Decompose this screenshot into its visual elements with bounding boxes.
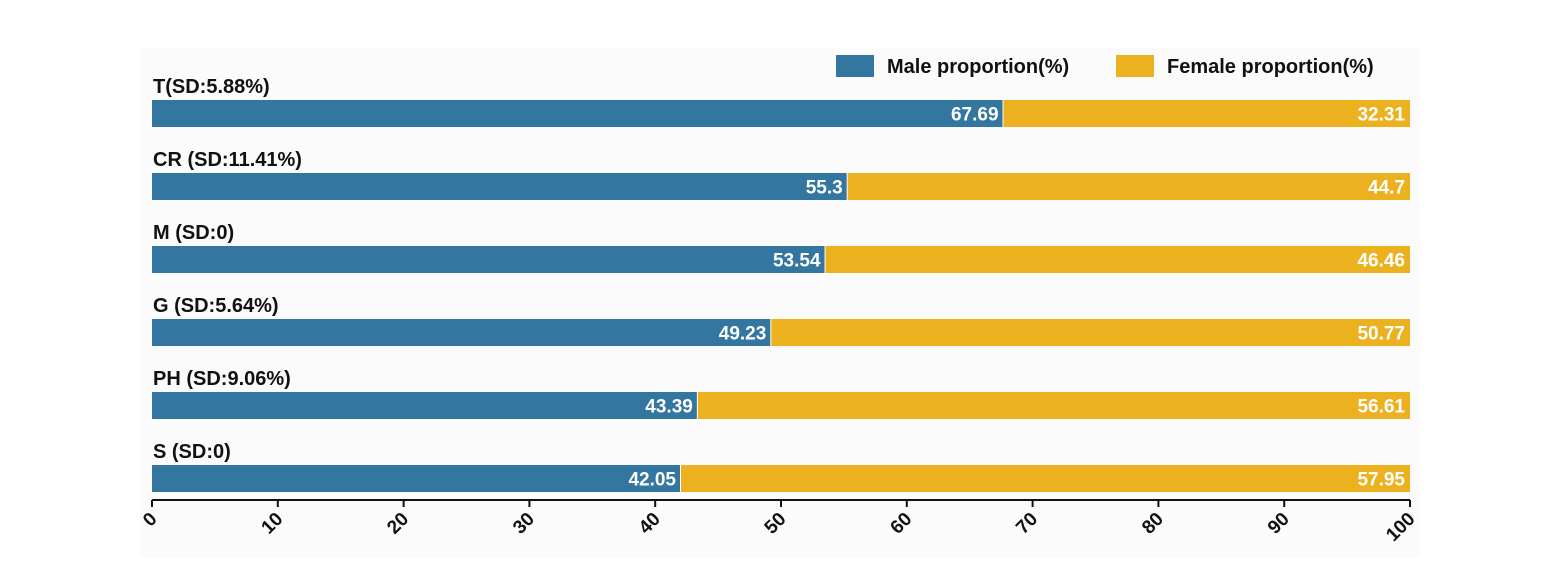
category-label: PH (SD:9.06%) (153, 368, 291, 390)
data-label: 43.39 (645, 397, 693, 418)
data-label: 49.23 (719, 324, 767, 345)
data-label: 53.54 (773, 251, 821, 272)
legend-label: Female proportion(%) (1167, 56, 1374, 78)
male-bar (152, 465, 681, 492)
category-label: T(SD:5.88%) (153, 76, 270, 98)
data-label: 67.69 (951, 105, 999, 126)
legend-swatch (1116, 55, 1154, 77)
legend-label: Male proportion(%) (887, 56, 1069, 78)
category-label: CR (SD:11.41%) (153, 149, 302, 171)
data-label: 42.05 (628, 470, 676, 491)
data-label: 56.61 (1357, 397, 1405, 418)
data-label: 44.7 (1368, 178, 1405, 199)
female-bar (825, 246, 1410, 273)
female-bar (680, 465, 1410, 492)
category-label: G (SD:5.64%) (153, 295, 279, 317)
male-bar (152, 392, 698, 419)
legend: Male proportion(%) Female proportion(%) (836, 55, 1374, 78)
male-bar (152, 319, 772, 346)
female-bar (847, 173, 1410, 200)
data-label: 50.77 (1357, 324, 1405, 345)
male-bar (152, 100, 1004, 127)
category-label: S (SD:0) (153, 441, 231, 463)
male-bar (152, 246, 826, 273)
data-label: 57.95 (1357, 470, 1405, 491)
bars: T(SD:5.88%) 67.69 32.31 CR (SD:11.41%) 55.3 4… (152, 76, 1410, 492)
female-bar (771, 319, 1410, 346)
female-bar (1003, 100, 1410, 127)
male-bar (152, 173, 848, 200)
data-label: 55.3 (806, 178, 843, 199)
data-label: 46.46 (1357, 251, 1405, 272)
category-label: M (SD:0) (153, 222, 234, 244)
legend-swatch (836, 55, 874, 77)
data-label: 32.31 (1357, 105, 1405, 126)
female-bar (697, 392, 1410, 419)
